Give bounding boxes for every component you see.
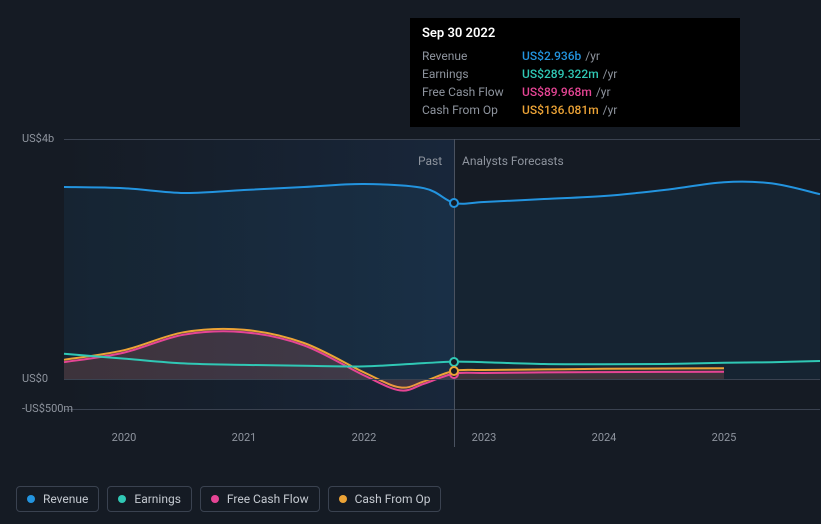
tooltip-row: Free Cash FlowUS$89.968m/yr <box>422 83 728 101</box>
earnings-revenue-chart: Past Analysts Forecasts US$4b US$0 -US$500m… <box>16 125 806 475</box>
legend-label: Free Cash Flow <box>227 492 309 506</box>
legend-label: Earnings <box>134 492 181 506</box>
gridline <box>64 379 820 380</box>
tooltip-unit: /yr <box>596 85 611 99</box>
tooltip-unit: /yr <box>603 67 618 81</box>
x-axis-label: 2025 <box>712 431 737 444</box>
x-axis-label: 2022 <box>352 431 377 444</box>
x-axis-label: 2020 <box>112 431 137 444</box>
legend-dot-icon <box>211 495 219 503</box>
gridline <box>64 409 820 410</box>
tooltip-label: Cash From Op <box>422 103 522 117</box>
chart-tooltip: Sep 30 2022 RevenueUS$2.936b/yrEarningsU… <box>410 18 740 127</box>
tooltip-label: Earnings <box>422 67 522 81</box>
current-date-marker <box>454 139 455 447</box>
tooltip-value: US$89.968m <box>522 85 592 99</box>
chart-plot-area[interactable]: Past Analysts Forecasts <box>64 139 820 409</box>
legend-dot-icon <box>339 495 347 503</box>
x-axis-label: 2023 <box>472 431 497 444</box>
y-axis-label: US$0 <box>22 372 48 385</box>
tooltip-label: Free Cash Flow <box>422 85 522 99</box>
x-axis-label: 2024 <box>592 431 617 444</box>
past-label: Past <box>418 154 442 168</box>
tooltip-row: Cash From OpUS$136.081m/yr <box>422 101 728 119</box>
tooltip-value: US$136.081m <box>522 103 599 117</box>
marker-dot <box>449 366 459 376</box>
tooltip-row: EarningsUS$289.322m/yr <box>422 65 728 83</box>
legend-dot-icon <box>118 495 126 503</box>
marker-dot <box>449 198 459 208</box>
x-axis-label: 2021 <box>232 431 257 444</box>
chart-legend: Revenue Earnings Free Cash Flow Cash From O… <box>16 486 441 512</box>
tooltip-value: US$2.936b <box>522 49 581 63</box>
tooltip-value: US$289.322m <box>522 67 599 81</box>
chart-svg <box>64 139 820 409</box>
legend-item[interactable]: Cash From Op <box>328 486 442 512</box>
tooltip-rows: RevenueUS$2.936b/yrEarningsUS$289.322m/y… <box>422 47 728 119</box>
tooltip-unit: /yr <box>585 49 600 63</box>
legend-item[interactable]: Free Cash Flow <box>200 486 320 512</box>
y-axis-label: US$4b <box>22 132 54 145</box>
forecast-label: Analysts Forecasts <box>462 154 564 168</box>
legend-item[interactable]: Earnings <box>107 486 192 512</box>
legend-item[interactable]: Revenue <box>16 486 99 512</box>
y-axis-label: -US$500m <box>22 402 73 415</box>
tooltip-row: RevenueUS$2.936b/yr <box>422 47 728 65</box>
gridline <box>64 139 820 140</box>
legend-label: Cash From Op <box>355 492 431 506</box>
tooltip-label: Revenue <box>422 49 522 63</box>
legend-dot-icon <box>27 495 35 503</box>
legend-label: Revenue <box>43 492 88 506</box>
tooltip-date: Sep 30 2022 <box>422 26 728 41</box>
tooltip-unit: /yr <box>603 103 618 117</box>
